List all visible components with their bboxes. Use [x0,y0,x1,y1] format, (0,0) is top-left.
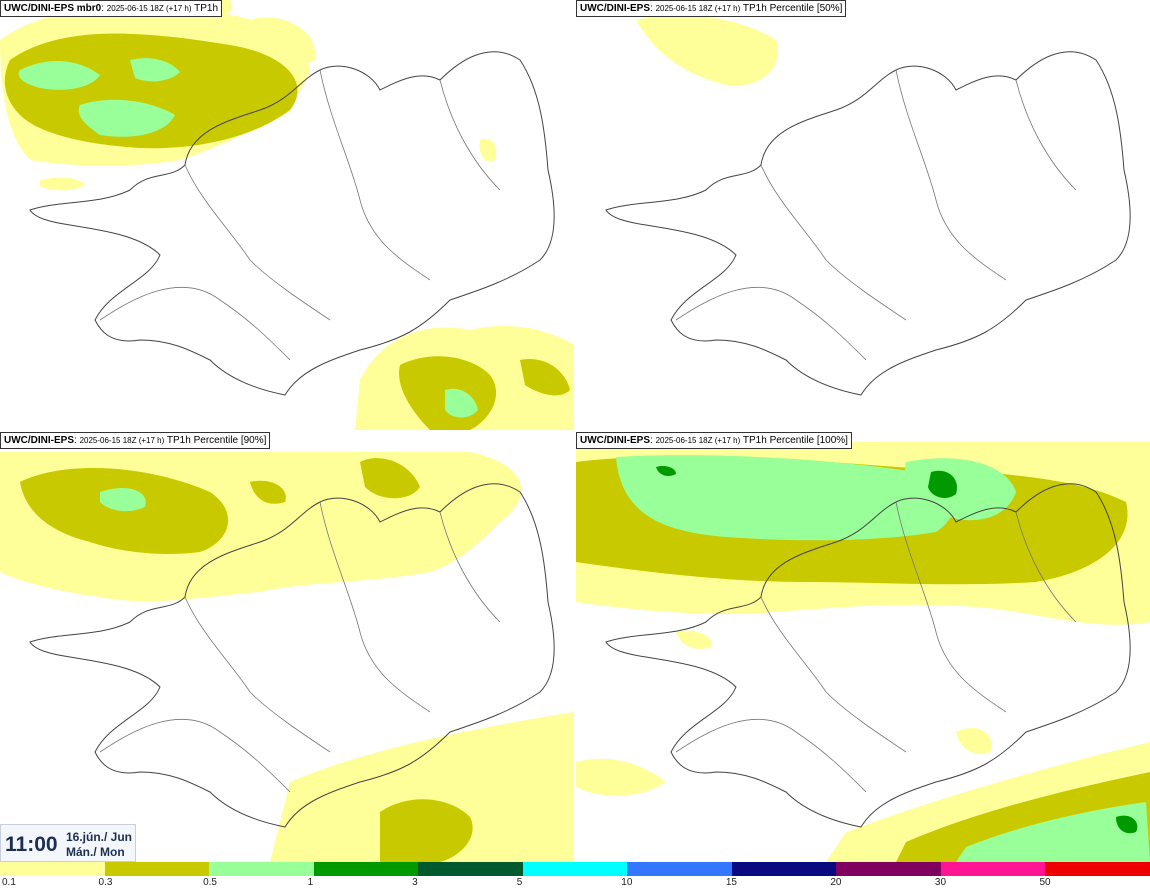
valid-time: 11:00 [5,833,58,856]
precip-map [605,0,1131,396]
legend-label: 5 [516,877,523,888]
panel-source: UWC/DINI-EPS [4,435,74,446]
legend-swatch [522,862,629,876]
panel-run: 2025-06-15 18Z (+17 h) [655,4,741,13]
legend-swatch [1045,862,1150,876]
panel-source: UWC/DINI-EPS [580,435,650,446]
legend-label: 1 [307,877,314,888]
legend-swatch [836,862,942,876]
legend-label: 0.5 [203,877,217,888]
legend-label: 50 [1039,877,1051,888]
panel-source: UWC/DINI-EPS mbr0 [4,3,102,14]
panel-field: TP1h Percentile [50%] [742,3,843,14]
legend-swatch [104,862,211,876]
legend-label: 10 [621,877,633,888]
panel-divider-horizontal [0,430,1150,432]
legend-label: 3 [412,877,418,888]
coastline [29,483,555,828]
panel-title: UWC/DINI-EPS: 2025-06-15 18Z (+17 h) TP1… [576,0,847,17]
map-panel-p90: UWC/DINI-EPS: 2025-06-15 18Z (+17 h) TP1… [0,432,574,862]
precip-map [0,452,574,862]
valid-time-box: 11:00 16.jún./ Jun Mán./ Mon [0,824,136,862]
roads [675,501,1077,793]
coastline [605,483,1131,828]
legend-swatch [0,862,106,876]
panel-run: 2025-06-15 18Z (+17 h) [655,436,741,445]
panel-title: UWC/DINI-EPS: 2025-06-15 18Z (+17 h) TP1… [576,432,852,449]
legend-label: 15 [725,877,737,888]
precip-legend: 0.1 0.3 0.5 1 3 5 10 15 20 30 50 [0,862,1150,891]
panel-field: TP1h Percentile [90%] [166,435,267,446]
legend-swatch [940,862,1047,876]
panel-field: TP1h Percentile [100%] [742,435,848,446]
panel-run: 2025-06-15 18Z (+17 h) [79,436,165,445]
precip-field [0,0,574,430]
precip-map [0,0,574,430]
legend-swatch [627,862,733,876]
legend-swatch [418,862,524,876]
legend-label: 0.1 [2,877,16,888]
panel-source: UWC/DINI-EPS [580,3,650,14]
panel-run: 2025-06-15 18Z (+17 h) [106,4,192,13]
panel-title: UWC/DINI-EPS mbr0: 2025-06-15 18Z (+17 h… [0,0,223,17]
panel-title: UWC/DINI-EPS: 2025-06-15 18Z (+17 h) TP1… [0,432,271,449]
panel-field: TP1h [194,3,219,14]
coastline [29,51,555,396]
roads [99,501,501,793]
legend-label: 0.3 [98,877,113,888]
precip-map [576,442,1150,862]
valid-date: 16.jún./ Jun [66,830,133,844]
legend-label: 30 [934,877,947,888]
legend-swatch [209,862,315,876]
precip-field [576,442,1150,862]
valid-weekday: Mán./ Mon [66,845,125,859]
roads [99,69,501,361]
legend-swatch [313,862,420,876]
roads [675,69,1077,361]
map-panel-p100: UWC/DINI-EPS: 2025-06-15 18Z (+17 h) TP1… [576,432,1150,862]
precip-field [0,452,574,862]
map-panel-mbr0: UWC/DINI-EPS mbr0: 2025-06-15 18Z (+17 h… [0,0,574,430]
coastline [605,51,1131,396]
legend-swatch [731,862,838,876]
map-panel-p50: UWC/DINI-EPS: 2025-06-15 18Z (+17 h) TP1… [576,0,1150,430]
legend-label: 20 [830,877,842,888]
